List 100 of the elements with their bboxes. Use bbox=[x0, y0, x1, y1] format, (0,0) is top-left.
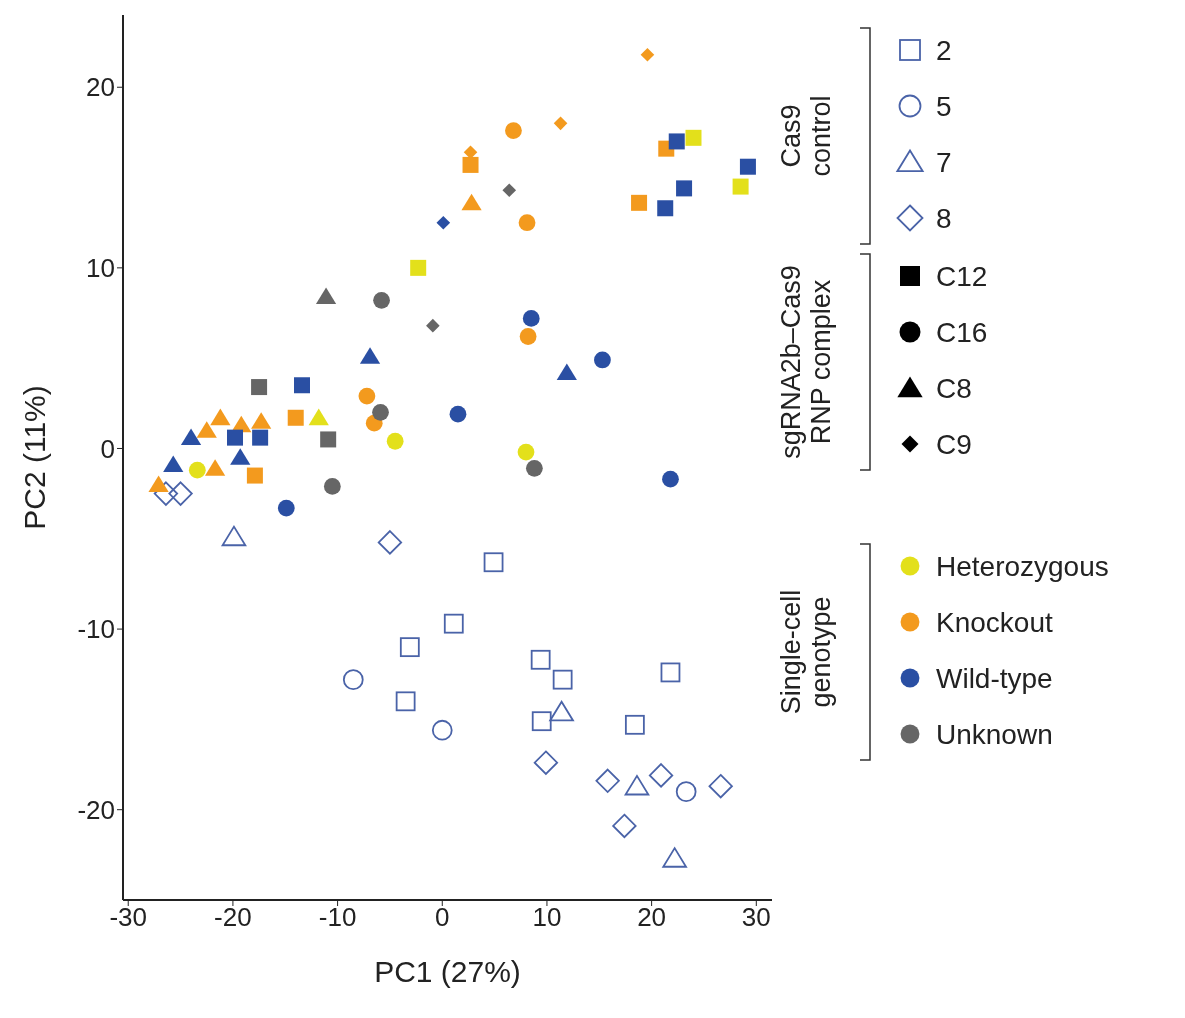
x-tick-label: 30 bbox=[741, 902, 771, 933]
text: C12 bbox=[936, 261, 988, 292]
point bbox=[732, 178, 749, 195]
point bbox=[294, 377, 310, 394]
x-tick-label: 0 bbox=[435, 902, 450, 933]
point bbox=[431, 719, 453, 741]
point bbox=[662, 470, 679, 488]
legend-label: 8 bbox=[936, 203, 952, 234]
x-axis-title: PC1 (27%) bbox=[374, 955, 521, 988]
point bbox=[522, 310, 540, 327]
point bbox=[708, 774, 733, 799]
point bbox=[662, 847, 687, 868]
text: Single-cell genotype bbox=[776, 589, 836, 715]
point bbox=[525, 459, 543, 477]
point bbox=[533, 750, 559, 775]
point bbox=[252, 429, 269, 446]
point bbox=[660, 662, 681, 683]
y-tick-label: 20 bbox=[86, 72, 115, 103]
point bbox=[372, 403, 389, 421]
point bbox=[196, 421, 217, 438]
point bbox=[308, 408, 329, 426]
point bbox=[449, 405, 467, 423]
y-tick-label: -10 bbox=[77, 614, 115, 645]
point bbox=[373, 291, 390, 309]
x-tick-label: 20 bbox=[637, 902, 667, 933]
point bbox=[624, 714, 645, 735]
x-tick-label: 10 bbox=[532, 902, 562, 933]
point bbox=[426, 318, 440, 333]
point bbox=[386, 432, 404, 450]
point bbox=[676, 180, 693, 197]
point bbox=[180, 428, 202, 445]
text: C8 bbox=[936, 373, 972, 404]
legend-label: Unknown bbox=[936, 719, 1053, 750]
point bbox=[530, 649, 551, 670]
legend-label: 7 bbox=[936, 147, 952, 178]
point bbox=[443, 613, 464, 634]
point bbox=[657, 200, 674, 217]
y-tick-label: 0 bbox=[100, 433, 115, 464]
text: C9 bbox=[936, 429, 972, 460]
point bbox=[436, 215, 451, 230]
point bbox=[395, 691, 416, 712]
point bbox=[461, 193, 482, 211]
point bbox=[251, 379, 268, 396]
x-tick-label: -30 bbox=[109, 902, 148, 933]
y-axis-title: PC2 (11%) bbox=[17, 385, 51, 530]
point bbox=[163, 455, 184, 473]
legend-label: Heterozygous bbox=[936, 551, 1109, 582]
text: Cas9 control bbox=[776, 95, 836, 177]
point bbox=[739, 158, 756, 175]
y-tick-label: 10 bbox=[86, 253, 115, 284]
point bbox=[624, 774, 650, 796]
point bbox=[153, 481, 179, 506]
y-tick-label: -20 bbox=[77, 794, 115, 825]
point bbox=[685, 129, 702, 146]
point bbox=[483, 552, 504, 573]
point bbox=[518, 214, 536, 232]
point bbox=[505, 122, 522, 139]
point bbox=[594, 351, 611, 369]
point bbox=[519, 328, 537, 345]
point bbox=[287, 409, 304, 426]
point bbox=[631, 194, 648, 211]
point bbox=[188, 461, 206, 479]
point bbox=[377, 530, 403, 555]
point bbox=[320, 431, 337, 448]
point bbox=[210, 408, 231, 426]
point bbox=[675, 781, 697, 802]
point bbox=[399, 637, 420, 658]
point bbox=[323, 478, 341, 495]
point bbox=[549, 700, 574, 722]
point bbox=[668, 133, 685, 150]
point bbox=[595, 768, 620, 793]
legend-label: Knockout bbox=[936, 607, 1053, 638]
legend-label: 2 bbox=[936, 35, 952, 66]
point bbox=[359, 347, 381, 364]
point bbox=[277, 499, 295, 517]
legend-label: 5 bbox=[936, 91, 952, 122]
point bbox=[553, 116, 568, 131]
point bbox=[462, 156, 479, 173]
x-tick-label: -10 bbox=[318, 902, 357, 933]
point bbox=[230, 448, 251, 465]
point bbox=[648, 763, 674, 788]
point bbox=[251, 412, 272, 429]
x-tick-label: -20 bbox=[214, 902, 252, 933]
point bbox=[358, 387, 376, 405]
point bbox=[640, 47, 655, 62]
point bbox=[531, 711, 552, 732]
point bbox=[342, 669, 364, 690]
point bbox=[410, 259, 427, 276]
point bbox=[168, 481, 193, 506]
point bbox=[246, 467, 263, 484]
legend-label: Wild-type bbox=[936, 663, 1053, 694]
point bbox=[612, 813, 637, 839]
point bbox=[315, 287, 337, 305]
point bbox=[502, 183, 517, 197]
point bbox=[221, 525, 247, 547]
point bbox=[227, 429, 244, 446]
point bbox=[517, 443, 535, 461]
point bbox=[205, 459, 226, 476]
point bbox=[552, 669, 573, 690]
text: C16 bbox=[936, 317, 988, 348]
